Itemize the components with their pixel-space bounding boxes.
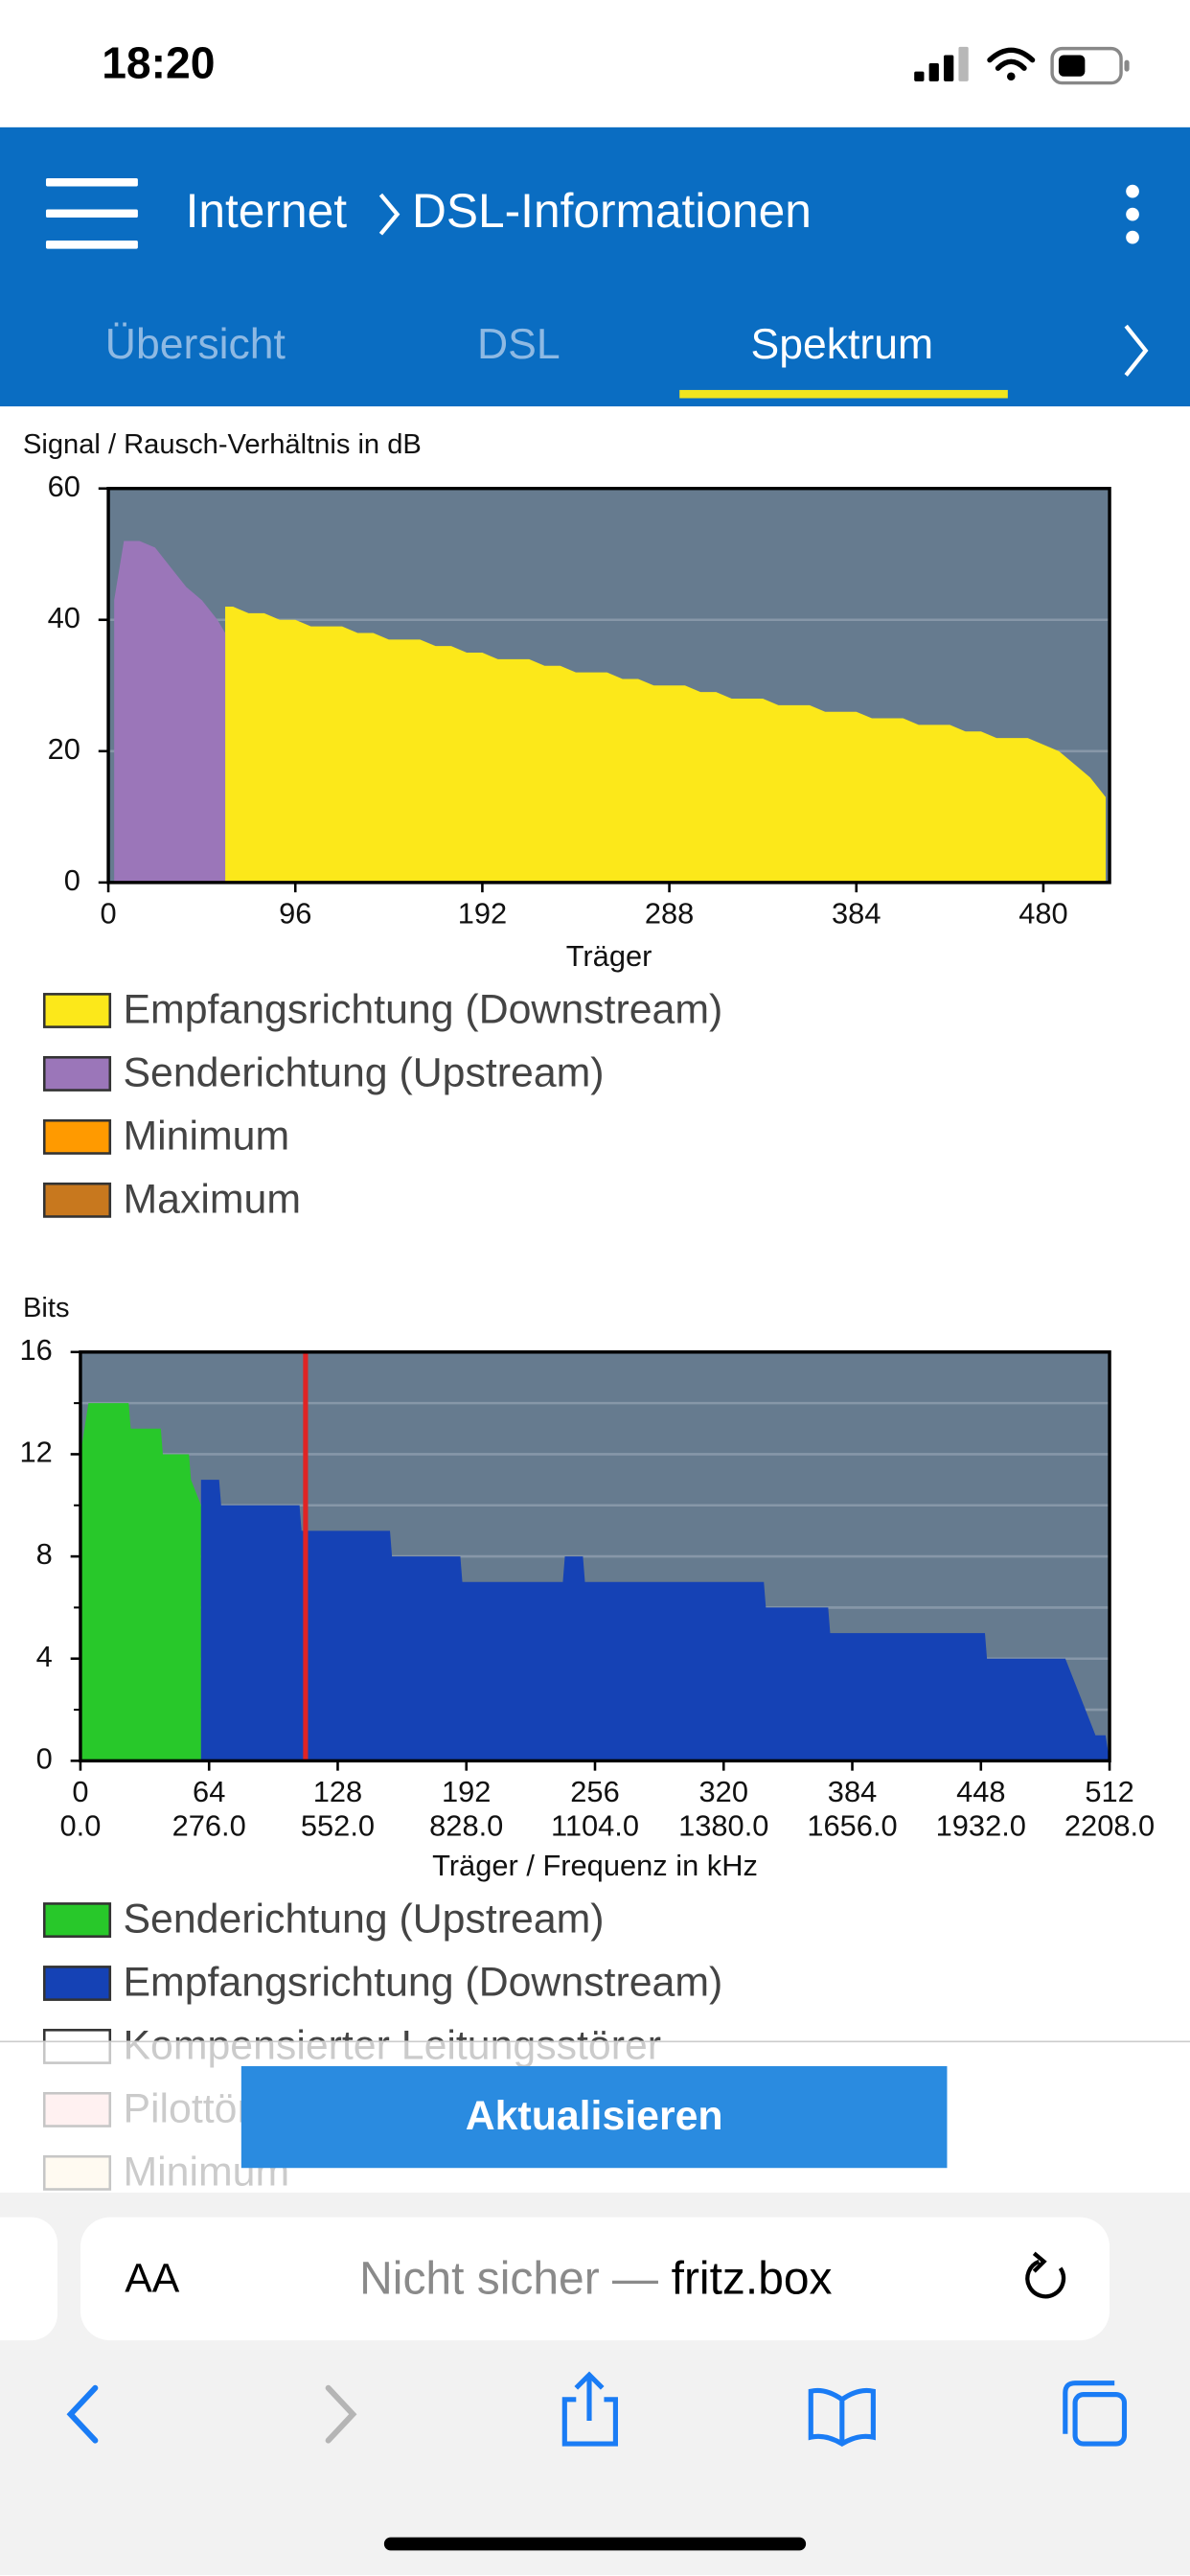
bookmarks-button[interactable] <box>808 2387 876 2448</box>
back-button[interactable] <box>66 2384 99 2444</box>
tab[interactable]: DSL <box>477 321 561 368</box>
y-axis-label: Bits <box>23 1293 70 1323</box>
y-tick-label: 12 <box>20 1436 53 1469</box>
x2-tick-label: 1656.0 <box>807 1809 897 1843</box>
x2-tick-label: 276.0 <box>172 1809 246 1843</box>
x-tick-label: 512 <box>1085 1775 1133 1808</box>
x2-tick-label: 552.0 <box>301 1809 375 1843</box>
area-series <box>225 607 1106 883</box>
clock: 18:20 <box>102 38 215 88</box>
tab[interactable]: Übersicht <box>105 321 286 368</box>
y-axis-label: Signal / Rausch-Verhältnis in dB <box>23 429 422 460</box>
x-tick-label: 448 <box>956 1775 1005 1808</box>
legend-label: Senderichtung (Upstream) <box>123 1049 604 1095</box>
x-tick-label: 384 <box>832 896 881 930</box>
y-tick-label: 4 <box>36 1640 53 1673</box>
legend-swatch <box>42 1118 112 1155</box>
tabs-scroll-right[interactable] <box>1124 324 1149 377</box>
battery-icon <box>1050 46 1130 85</box>
home-indicator <box>383 2537 807 2551</box>
more-button[interactable] <box>1126 184 1139 244</box>
x-tick-label: 0 <box>72 1775 88 1808</box>
y-tick-label: 40 <box>48 601 80 634</box>
x-tick-label: 256 <box>570 1775 619 1808</box>
wifi-icon <box>987 47 1036 81</box>
share-button[interactable] <box>561 2371 618 2447</box>
legend-label: Minimum <box>123 1113 289 1159</box>
status-bar <box>0 0 1190 127</box>
signal-icon <box>914 46 969 81</box>
x2-tick-label: 2208.0 <box>1064 1809 1155 1843</box>
legend-swatch <box>42 993 112 1028</box>
legend-label: Senderichtung (Upstream) <box>123 1897 604 1943</box>
refresh-button[interactable] <box>240 2066 948 2169</box>
y-tick-label: 0 <box>64 863 80 897</box>
legend-swatch <box>42 1182 112 1218</box>
x2-tick-label: 828.0 <box>429 1809 503 1843</box>
area-series <box>80 1403 201 1761</box>
legend-label: Empfangsrichtung (Downstream) <box>123 987 722 1033</box>
tabs-button[interactable] <box>1063 2380 1128 2447</box>
x-tick-label: 384 <box>828 1775 877 1808</box>
url-host: fritz.box <box>672 2253 833 2304</box>
y-tick-label: 16 <box>20 1333 53 1367</box>
app-header <box>0 126 1190 407</box>
x2-tick-label: 1104.0 <box>551 1809 639 1843</box>
reload-button[interactable] <box>1025 2251 1066 2299</box>
legend-label: Empfangsrichtung (Downstream) <box>123 1960 722 2006</box>
url-security: Nicht sicher — <box>359 2253 658 2304</box>
x-tick-label: 192 <box>458 896 507 930</box>
x-axis-label: Träger / Frequenz in kHz <box>432 1849 758 1882</box>
legend-swatch <box>42 1056 112 1092</box>
y-tick-label: 20 <box>48 732 80 766</box>
previous-tab-stub[interactable] <box>0 2217 57 2341</box>
url-bar[interactable] <box>80 2217 1110 2341</box>
legend-swatch <box>42 1966 112 2001</box>
x-tick-label: 0 <box>100 896 116 930</box>
y-tick-label: 0 <box>36 1742 53 1776</box>
x-tick-label: 128 <box>313 1775 362 1808</box>
forward-button[interactable] <box>325 2384 357 2444</box>
tab-active[interactable]: Spektrum <box>751 321 934 368</box>
charts: Signal / Rausch-Verhältnis in dB02040600… <box>20 429 1156 2196</box>
x2-tick-label: 1380.0 <box>678 1809 768 1843</box>
y-tick-label: 60 <box>48 470 80 503</box>
breadcrumb-section[interactable]: Internet <box>186 184 348 238</box>
x-tick-label: 192 <box>442 1775 491 1808</box>
breadcrumb-page: DSL-Informationen <box>412 184 812 238</box>
y-tick-label: 8 <box>36 1537 53 1571</box>
tab-indicator <box>679 389 1008 399</box>
area-series <box>114 540 226 883</box>
area-series <box>200 1480 1110 1761</box>
menu-button[interactable] <box>45 177 138 249</box>
x-tick-label: 288 <box>645 896 694 930</box>
url-text[interactable]: Nicht sicher — fritz.box <box>359 2253 832 2304</box>
x2-tick-label: 0.0 <box>60 1809 102 1843</box>
breadcrumb-separator <box>378 193 400 236</box>
x-axis-label: Träger <box>566 939 652 973</box>
refresh-button-label[interactable]: Aktualisieren <box>466 2093 723 2139</box>
text-size-button[interactable]: AA <box>125 2256 180 2302</box>
x-tick-label: 64 <box>193 1775 225 1808</box>
plot-frame <box>106 487 1111 885</box>
x-tick-label: 96 <box>279 896 311 930</box>
legend-swatch <box>42 1902 112 1938</box>
x-tick-label: 480 <box>1018 896 1067 930</box>
x-tick-label: 320 <box>699 1775 748 1808</box>
legend-label: Maximum <box>123 1176 301 1222</box>
x2-tick-label: 1932.0 <box>936 1809 1026 1843</box>
